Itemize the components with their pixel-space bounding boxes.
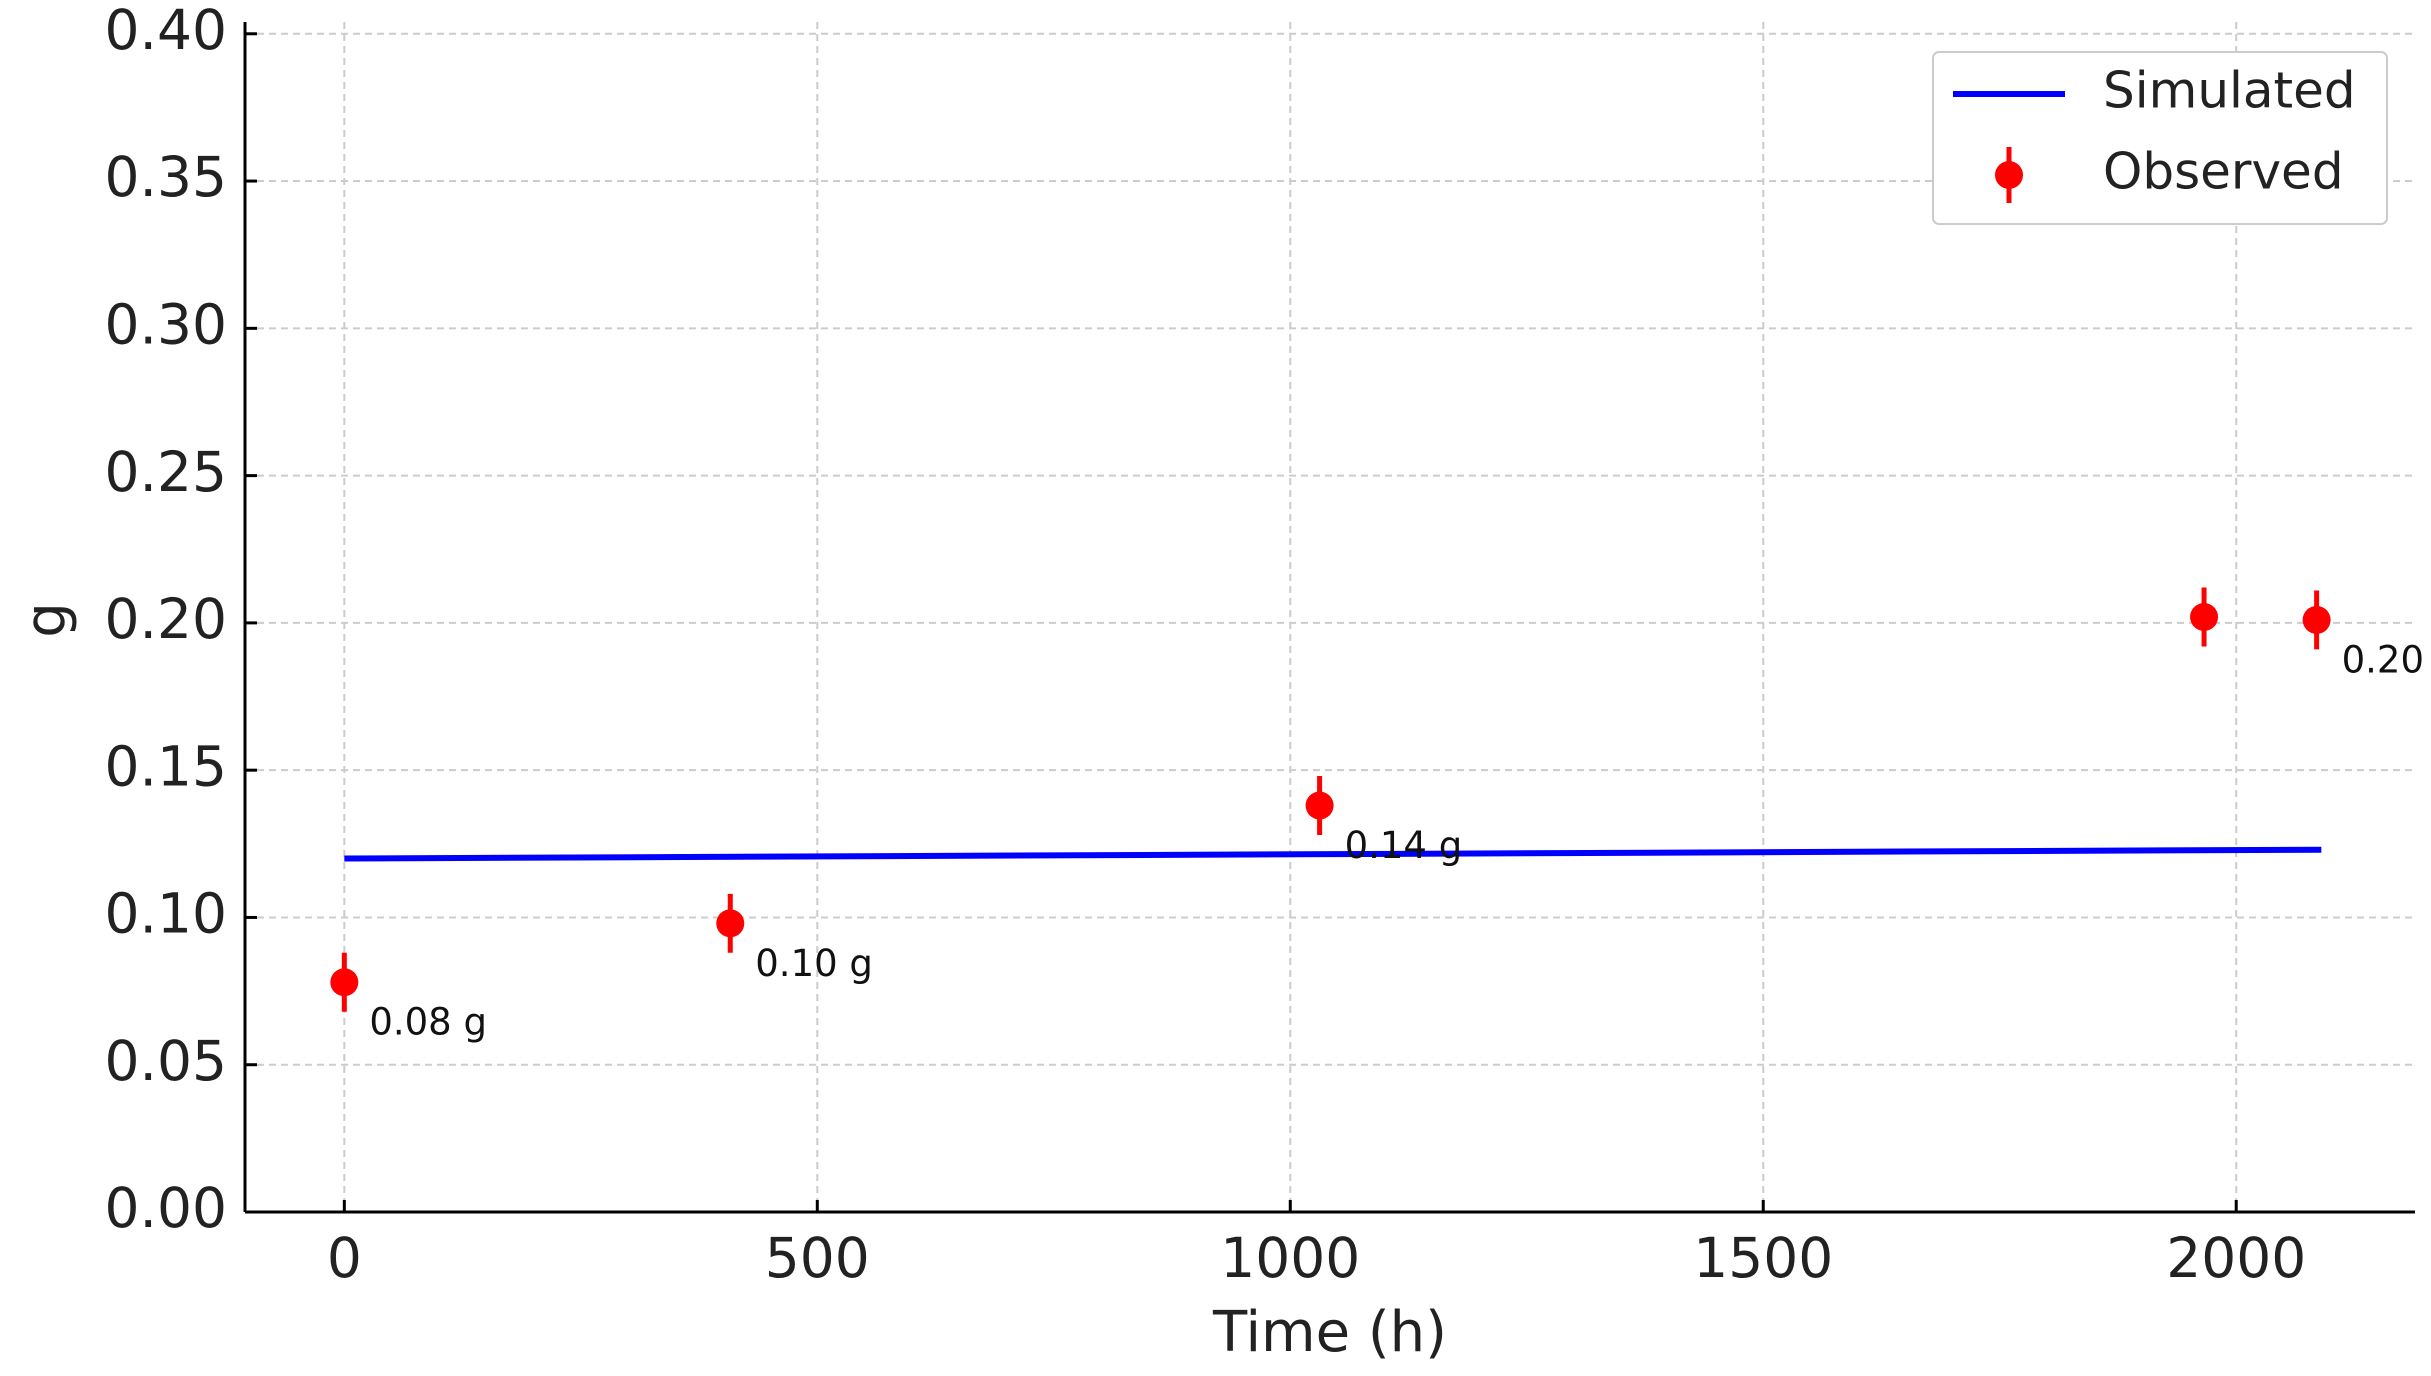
data-label: 0.20 g xyxy=(2342,638,2431,681)
data-point xyxy=(330,968,359,997)
x-tick-label: 1500 xyxy=(1693,1226,1833,1290)
y-tick-label: 0.40 xyxy=(105,0,227,62)
legend-swatch xyxy=(1995,161,2023,189)
legend-label: Observed xyxy=(2103,143,2344,201)
data-label: 0.14 g xyxy=(1345,824,1463,867)
y-tick-label: 0.10 xyxy=(105,882,227,946)
y-tick-label: 0.05 xyxy=(105,1029,227,1093)
x-tick-label: 2000 xyxy=(2166,1226,2306,1290)
x-axis-label: Time (h) xyxy=(1212,1300,1447,1365)
x-tick-label: 0 xyxy=(327,1226,362,1290)
y-tick-label: 0.35 xyxy=(105,145,227,209)
data-point xyxy=(2190,603,2219,631)
data-point xyxy=(2302,605,2331,634)
x-tick-label: 500 xyxy=(765,1226,870,1290)
data-point xyxy=(1305,791,1334,820)
data-label: 0.08 g xyxy=(369,1001,487,1044)
y-tick-label: 0.20 xyxy=(105,587,227,651)
y-tick-label: 0.00 xyxy=(105,1176,227,1240)
y-tick-label: 0.15 xyxy=(105,734,227,798)
y-tick-label: 0.25 xyxy=(105,440,227,504)
legend-label: Simulated xyxy=(2103,62,2356,120)
y-axis-label: g xyxy=(14,602,79,638)
y-tick-label: 0.30 xyxy=(105,292,227,356)
data-label: 0.10 g xyxy=(755,942,873,985)
line xyxy=(344,846,2322,862)
x-tick-label: 1000 xyxy=(1220,1226,1360,1290)
data-point xyxy=(716,909,745,938)
